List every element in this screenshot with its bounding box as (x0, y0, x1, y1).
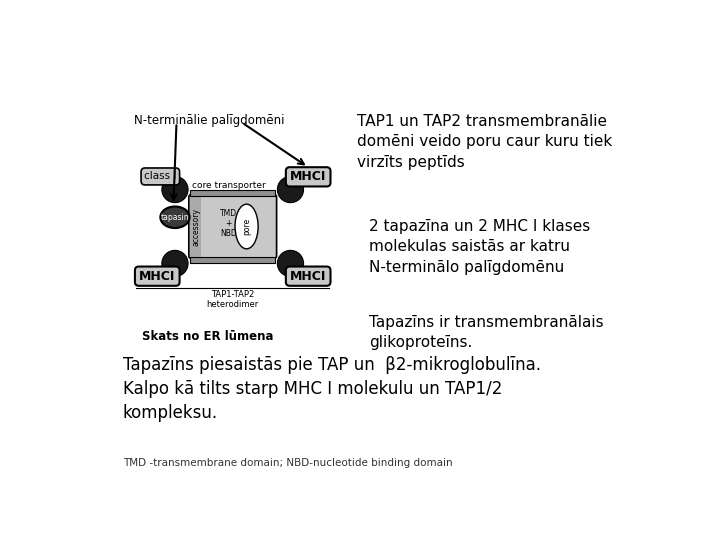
Text: MHCI: MHCI (290, 269, 326, 282)
Text: N-terminālie palīgdomēni: N-terminālie palīgdomēni (134, 114, 284, 127)
Circle shape (277, 251, 304, 276)
Ellipse shape (161, 206, 189, 228)
Text: MHCI: MHCI (139, 269, 176, 282)
Bar (190, 190, 275, 195)
Text: Skats no ER lūmena: Skats no ER lūmena (142, 330, 274, 343)
Text: Tapazīns piesaistās pie TAP un  β2-mikroglobulīna.
Kalpo kā tilts starp MHC I mo: Tapazīns piesaistās pie TAP un β2-mikrog… (122, 356, 541, 422)
Text: TAP1 un TAP2 transmembranālie
domēni veido poru caur kuru tiek
virzīts peptīds: TAP1 un TAP2 transmembranālie domēni vei… (357, 114, 613, 170)
FancyBboxPatch shape (286, 267, 330, 286)
Text: Tapazīns ir transmembranālais
glikoproteīns.: Tapazīns ir transmembranālais glikoprote… (369, 315, 603, 350)
Text: accessory: accessory (192, 207, 200, 246)
Text: core transporter: core transporter (192, 180, 266, 190)
Circle shape (162, 177, 188, 202)
Text: tapasin: tapasin (161, 213, 189, 222)
Circle shape (277, 177, 304, 202)
Text: pore: pore (242, 218, 251, 235)
Text: class I: class I (144, 172, 176, 181)
FancyBboxPatch shape (135, 267, 179, 286)
FancyBboxPatch shape (141, 168, 179, 185)
FancyBboxPatch shape (189, 194, 276, 259)
FancyBboxPatch shape (286, 167, 330, 186)
Circle shape (162, 251, 188, 276)
Bar (190, 257, 275, 262)
Text: MHCI: MHCI (290, 170, 326, 184)
Text: TMD
+
NBD: TMD + NBD (220, 209, 238, 238)
Bar (190, 195, 201, 257)
Ellipse shape (235, 204, 258, 249)
Text: TMD -transmembrane domain; NBD-nucleotide binding domain: TMD -transmembrane domain; NBD-nucleotid… (122, 457, 452, 468)
Text: TAP1-TAP2
heterodimer: TAP1-TAP2 heterodimer (207, 289, 258, 309)
Text: 2 tapazīna un 2 MHC I klases
molekulas saistās ar katru
N-terminālo palīgdomēnu: 2 tapazīna un 2 MHC I klases molekulas s… (369, 219, 590, 275)
